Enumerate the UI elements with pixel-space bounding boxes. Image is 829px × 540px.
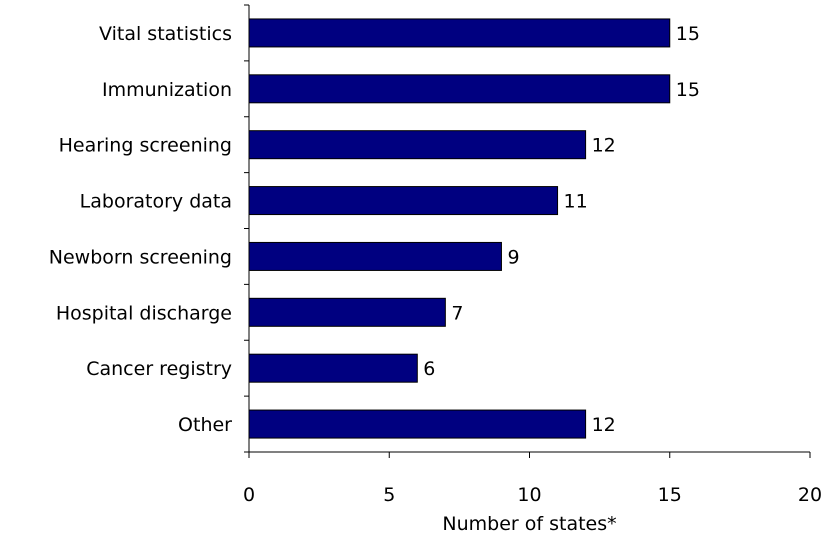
y-ticks-layer [244,4,249,453]
bar [248,409,587,439]
bar-value-label: 12 [592,414,616,436]
bar-value-label: 7 [451,302,463,324]
bar [248,186,559,216]
bar-value-label: 6 [423,358,435,380]
category-label: Cancer registry [86,358,232,380]
value-labels-layer: 15 15 12 11 9 7 6 12 [423,23,700,436]
axes-layer [248,5,810,453]
bar-value-label: 15 [676,23,700,45]
category-label: Vital statistics [99,23,232,45]
category-label: Other [178,414,232,436]
bar-value-label: 11 [564,191,588,213]
category-label: Hospital discharge [56,302,232,324]
x-tick-label: 15 [658,484,682,506]
x-ticks-layer [248,452,811,458]
bar-value-label: 12 [592,135,616,157]
bar [248,241,502,271]
x-tick-label: 20 [798,484,822,506]
bar [248,130,587,160]
x-tick-labels-layer: 0 5 10 15 20 [243,484,822,506]
x-tick-label: 10 [517,484,541,506]
bar [248,353,418,383]
x-tick-label: 0 [243,484,255,506]
category-labels-layer: Vital statistics Immunization Hearing scre… [49,23,232,436]
category-label: Hearing screening [59,135,232,157]
category-label: Laboratory data [80,191,232,213]
bar [248,297,446,327]
category-label: Immunization [102,79,232,101]
category-label: Newborn screening [49,246,232,268]
x-axis-title: Number of states* [442,513,616,535]
bars-layer [248,18,671,439]
bar [248,18,671,48]
bar-value-label: 15 [676,79,700,101]
x-tick-label: 5 [383,484,395,506]
bar-value-label: 9 [507,246,519,268]
bar [248,74,671,104]
